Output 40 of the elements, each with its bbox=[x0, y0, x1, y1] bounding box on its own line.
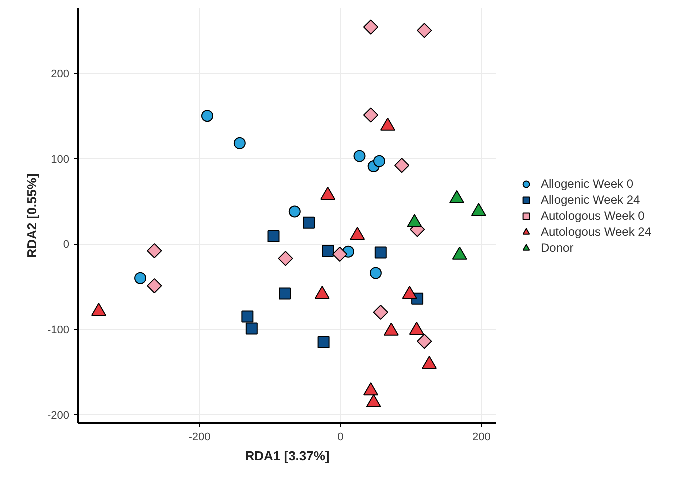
point bbox=[201, 110, 214, 122]
point bbox=[417, 334, 432, 350]
point bbox=[363, 108, 379, 123]
legend-label: Allogenic Week 24 bbox=[541, 192, 640, 208]
legend-label: Donor bbox=[541, 240, 574, 256]
point bbox=[279, 288, 292, 300]
point bbox=[318, 336, 330, 348]
point bbox=[373, 304, 388, 320]
x-tick-label: -200 bbox=[188, 432, 211, 444]
point bbox=[303, 216, 315, 229]
point bbox=[246, 322, 258, 335]
point bbox=[417, 23, 432, 38]
point bbox=[288, 206, 301, 218]
point bbox=[234, 137, 246, 150]
legend-label: Autologous Week 0 bbox=[541, 208, 645, 224]
point bbox=[373, 155, 386, 168]
point bbox=[332, 246, 348, 262]
y-tick-label: 100 bbox=[51, 154, 70, 166]
point bbox=[363, 20, 379, 35]
point bbox=[374, 246, 387, 259]
legend-label: Autologous Week 24 bbox=[541, 224, 652, 240]
legend-label: Allogenic Week 0 bbox=[541, 176, 634, 192]
point bbox=[354, 150, 366, 162]
y-tick-label: -100 bbox=[47, 324, 70, 337]
y-tick-label: 0 bbox=[63, 239, 70, 252]
point bbox=[394, 158, 410, 174]
point bbox=[268, 230, 280, 242]
x-tick-label: 0 bbox=[338, 432, 344, 444]
point bbox=[242, 310, 254, 323]
point bbox=[322, 245, 334, 258]
point bbox=[147, 243, 162, 259]
y-tick-label: -200 bbox=[47, 410, 70, 422]
point bbox=[134, 272, 147, 284]
x-axis-title: RDA1 [3.37%] bbox=[245, 448, 330, 464]
point bbox=[370, 267, 382, 280]
y-tick-label: 200 bbox=[51, 68, 70, 80]
point bbox=[278, 251, 294, 266]
x-tick-label: 200 bbox=[472, 432, 491, 444]
point bbox=[147, 278, 162, 294]
y-axis-title: RDA2 [0.55%] bbox=[24, 174, 40, 258]
